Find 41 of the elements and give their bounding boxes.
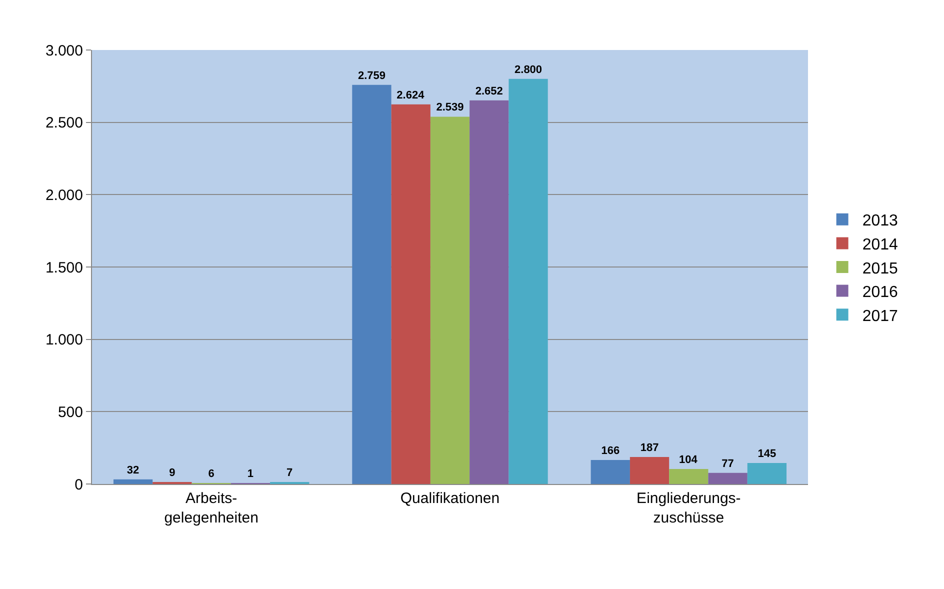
data-label: 2.624 <box>396 89 426 102</box>
bar <box>708 472 748 484</box>
data-label: 166 <box>601 444 620 457</box>
bar <box>470 100 509 484</box>
y-tick-label: 0 <box>74 476 83 494</box>
y-tick-label: 3.000 <box>45 42 83 60</box>
data-label: 1 <box>247 468 254 480</box>
bar <box>590 460 630 484</box>
bar <box>352 84 392 484</box>
data-label: 2.759 <box>358 70 386 82</box>
data-label: 6 <box>208 468 214 480</box>
legend-label: 2016 <box>862 284 898 302</box>
bar <box>630 456 670 484</box>
x-tick-label: Qualifikationen <box>400 490 500 507</box>
data-label: 145 <box>758 448 776 460</box>
data-label: 77 <box>722 458 734 470</box>
y-tick-label: 1.000 <box>45 332 83 349</box>
y-tick-label: 2.000 <box>45 186 83 204</box>
data-label: 2.652 <box>475 85 503 98</box>
x-tick-label: Arbeits- gelegenheiten <box>164 490 258 526</box>
bar <box>508 78 548 484</box>
data-label: 9 <box>169 467 176 479</box>
data-label: 7 <box>286 467 293 479</box>
data-label: 2.539 <box>436 102 464 114</box>
y-tick-label: 1.500 <box>45 259 83 276</box>
x-tick-label: Eingliederungs- zuschüsse <box>636 490 741 526</box>
bar <box>430 116 470 484</box>
bar <box>747 463 787 484</box>
bar <box>113 479 153 484</box>
y-tick-label: 500 <box>58 404 83 421</box>
data-label: 2.800 <box>514 64 542 76</box>
bar <box>669 468 708 484</box>
bar <box>391 104 430 484</box>
legend-label: 2015 <box>862 260 898 278</box>
legend-label: 2013 <box>862 212 898 230</box>
data-label: 32 <box>126 464 140 476</box>
data-label: 187 <box>640 442 659 454</box>
y-tick-label: 2.500 <box>45 114 83 132</box>
data-label: 104 <box>679 454 698 466</box>
legend-label: 2014 <box>862 236 898 254</box>
legend-label: 2017 <box>862 308 898 325</box>
